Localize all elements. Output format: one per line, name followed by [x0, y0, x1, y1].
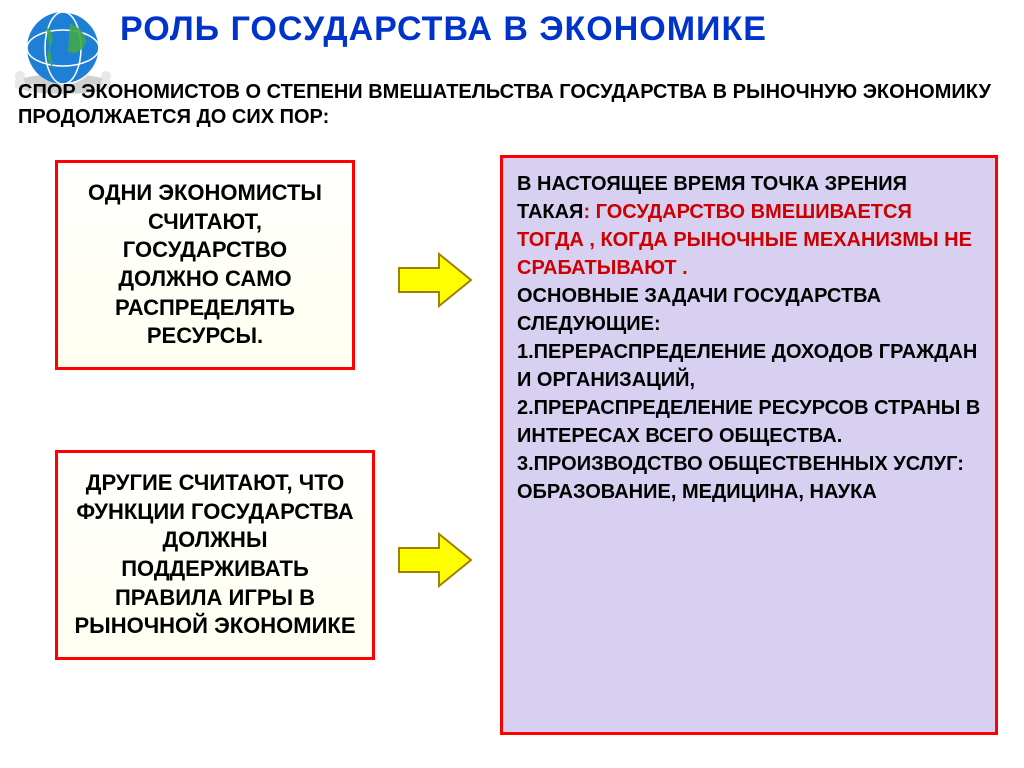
slide-subtitle: СПОР ЭКОНОМИСТОВ О СТЕПЕНИ ВМЕШАТЕЛЬСТВА…	[18, 80, 998, 130]
arrow-icon	[395, 530, 475, 590]
viewpoint-2-text: ДРУГИЕ СЧИТАЮТ, ЧТО ФУНКЦИИ ГОСУДАРСТВА …	[72, 469, 358, 641]
arrow-icon	[395, 250, 475, 310]
task-1: 1.ПЕРЕРАСПРЕДЕЛЕНИЕ ДОХОДОВ ГРАЖДАН И ОР…	[517, 341, 977, 391]
conclusion-box: В НАСТОЯЩЕЕ ВРЕМЯ ТОЧКА ЗРЕНИЯ ТАКАЯ: ГО…	[500, 155, 998, 735]
conclusion-content: В НАСТОЯЩЕЕ ВРЕМЯ ТОЧКА ЗРЕНИЯ ТАКАЯ: ГО…	[517, 170, 981, 506]
slide-title: РОЛЬ ГОСУДАРСТВА В ЭКОНОМИКЕ	[120, 10, 767, 49]
viewpoint-1-text: ОДНИ ЭКОНОМИСТЫ СЧИТАЮТ, ГОСУДАРСТВО ДОЛ…	[72, 179, 338, 351]
conclusion-colon: :	[583, 201, 595, 223]
task-3: 3.ПРОИЗВОДСТВО ОБЩЕСТВЕННЫХ УСЛУГ: ОБРАЗ…	[517, 453, 964, 503]
viewpoint-box-1: ОДНИ ЭКОНОМИСТЫ СЧИТАЮТ, ГОСУДАРСТВО ДОЛ…	[55, 160, 355, 370]
viewpoint-box-2: ДРУГИЕ СЧИТАЮТ, ЧТО ФУНКЦИИ ГОСУДАРСТВА …	[55, 450, 375, 660]
tasks-heading: ОСНОВНЫЕ ЗАДАЧИ ГОСУДАРСТВА СЛЕДУЮЩИЕ:	[517, 285, 881, 335]
task-2: 2.ПРЕРАСПРЕДЕЛЕНИЕ РЕСУРСОВ СТРАНЫ В ИНТ…	[517, 397, 980, 447]
